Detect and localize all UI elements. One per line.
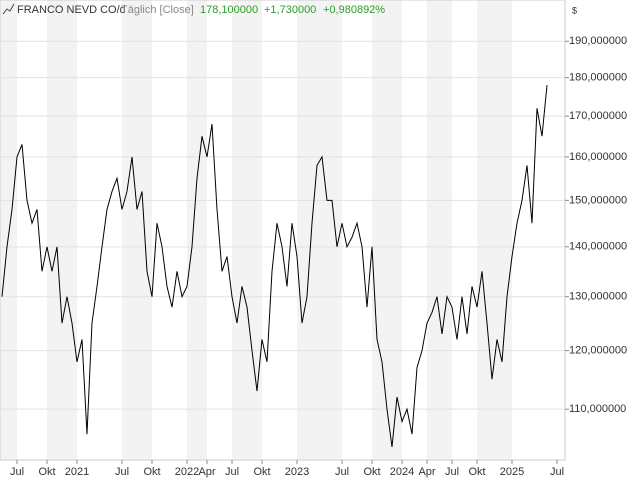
y-tick-label: 120,000000: [569, 344, 627, 356]
y-tick-label: 160,000000: [569, 151, 627, 163]
band: [477, 0, 512, 460]
y-tick-label: 110,000000: [569, 403, 626, 415]
background: [0, 0, 512, 460]
band: [47, 0, 77, 460]
y-tick-label: 130,000000: [569, 291, 627, 303]
x-tick-label: Okt: [143, 466, 160, 478]
y-axis-label: $: [572, 5, 577, 15]
band: [372, 0, 402, 460]
band: [427, 0, 452, 460]
band: [297, 0, 342, 460]
y-tick-label: 150,000000: [569, 194, 627, 206]
x-tick-label: Jul: [335, 466, 349, 478]
x-tick-label: Jul: [10, 466, 24, 478]
x-tick-label: 2022: [175, 466, 199, 478]
chart-subtitle: Täglich [Close]: [121, 4, 194, 16]
y-tick-label: 190,000000: [569, 35, 627, 47]
x-tick-label: 2021: [65, 466, 89, 478]
last-price: 178,100000: [200, 4, 258, 16]
x-tick-label: Apr: [198, 466, 215, 478]
x-tick-label: Jul: [115, 466, 129, 478]
y-tick-label: 180,000000: [569, 72, 627, 84]
y-tick-label: 140,000000: [569, 241, 627, 253]
chart-title: FRANCO NEVD CO/d: [17, 4, 126, 16]
x-tick-label: 2023: [285, 466, 309, 478]
band: [0, 0, 17, 460]
x-tick-label: Jul: [445, 466, 459, 478]
band: [232, 0, 262, 460]
x-tick-label: Jul: [550, 466, 564, 478]
x-tick-label: Okt: [38, 466, 55, 478]
line-icon: [2, 3, 15, 15]
y-tick-label: 170,000000: [569, 110, 627, 122]
band: [122, 0, 152, 460]
x-tick-label: Apr: [418, 466, 435, 478]
price-line: [1, 85, 548, 447]
x-tick-label: Okt: [253, 466, 270, 478]
plot-frame: [0, 0, 566, 461]
band: [187, 0, 207, 460]
x-tick-label: 2025: [500, 466, 524, 478]
x-tick-label: Jul: [225, 466, 239, 478]
x-tick-label: Okt: [468, 466, 485, 478]
x-tick-label: 2024: [390, 466, 414, 478]
change-percent: +0,980892%: [323, 4, 385, 16]
x-tick-label: Okt: [363, 466, 380, 478]
change: +1,730000: [264, 4, 316, 16]
